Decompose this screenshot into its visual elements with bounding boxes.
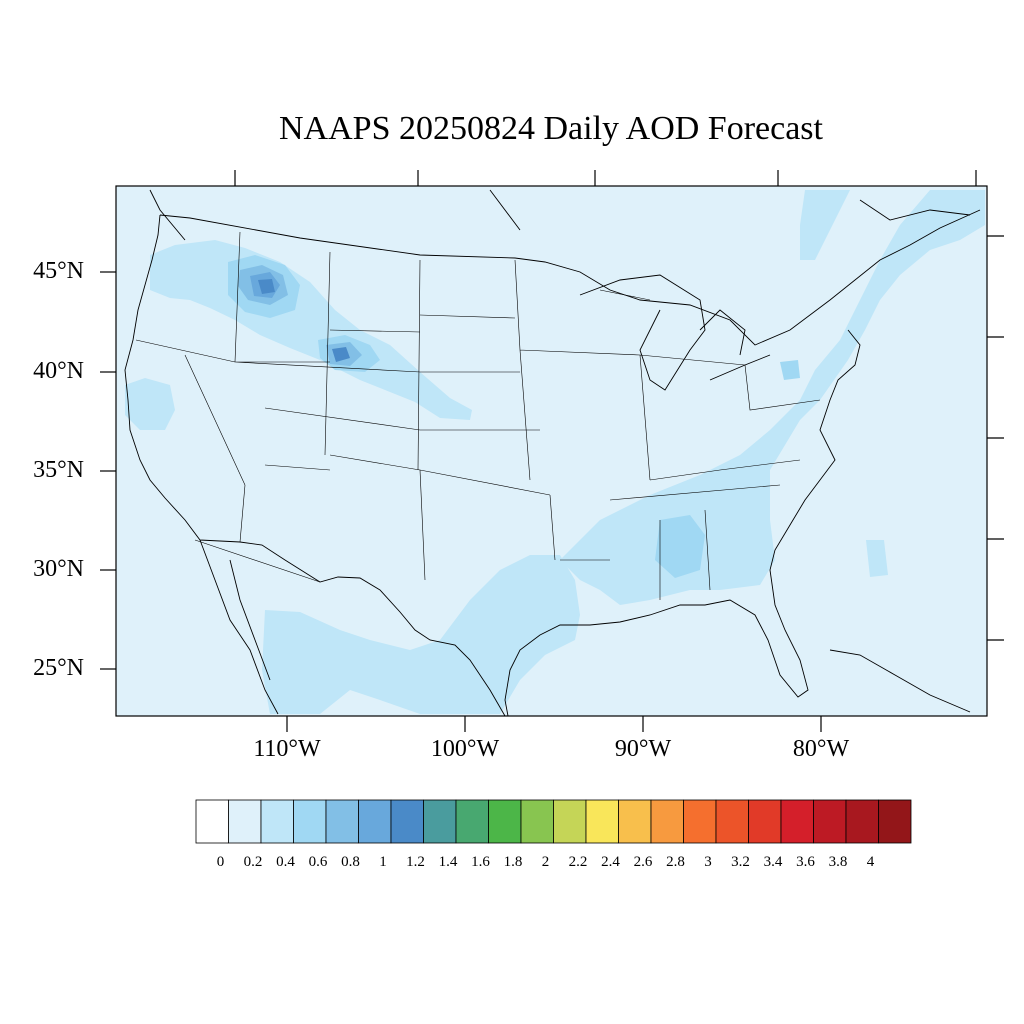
colorbar-swatch [715, 799, 749, 844]
colorbar-swatch [845, 799, 879, 844]
colorbar-tick-label: 1.8 [503, 854, 523, 870]
aod-core-alabama [655, 515, 705, 578]
colorbar-tick-label: 2 [541, 854, 550, 870]
canada-coast [149, 189, 971, 241]
colorbar-swatch [293, 799, 327, 844]
colorbar-swatch [390, 799, 424, 844]
lat-label-25n: 25°N [33, 655, 84, 681]
right-ticks [987, 235, 1004, 641]
colorbar-swatch [455, 799, 489, 844]
colorbar-tick-label: 1.6 [471, 854, 490, 870]
colorbar-swatch [585, 799, 619, 844]
aod-peak-idaho-center [258, 279, 275, 294]
colorbar-tick-label: 3.2 [731, 854, 750, 870]
colorbar-tick-label: 0.6 [308, 854, 328, 870]
colorbar-swatch [813, 799, 847, 844]
lat-label-40n: 40°N [33, 358, 84, 384]
aod-plume-atlantic-north [800, 190, 850, 260]
colorbar-swatch [683, 799, 717, 844]
colorbar-tick-label: 0.8 [341, 854, 360, 870]
colorbar-swatch [325, 799, 359, 844]
colorbar [195, 799, 912, 844]
colorbar-swatch [748, 799, 782, 844]
colorbar-tick-label: 3 [704, 854, 712, 870]
lon-label-80w: 80°W [792, 736, 850, 762]
aod-plume-california [125, 378, 175, 430]
colorbar-swatch [358, 799, 392, 844]
left-ticks [100, 271, 116, 670]
lon-label-110w: 110°W [253, 736, 321, 762]
aod-plumes [125, 190, 985, 714]
colorbar-swatch [488, 799, 522, 844]
lat-label-35n: 35°N [33, 457, 84, 483]
aod-peak-wyoming [332, 347, 350, 362]
colorbar-tick-label: 0 [216, 854, 225, 870]
aod-plume-southeast [560, 190, 985, 605]
colorbar-tick-label: 0.2 [243, 854, 263, 870]
colorbar-tick-label: 4 [866, 854, 875, 870]
colorbar-swatch [618, 799, 652, 844]
colorbar-swatch [228, 799, 262, 844]
aod-core-pennsylvania [780, 360, 800, 380]
lon-label-90w: 90°W [614, 736, 672, 762]
colorbar-tick-label: 3.4 [763, 854, 783, 870]
great-lakes [579, 274, 771, 391]
colorbar-swatch [195, 799, 229, 844]
bottom-ticks [286, 716, 822, 732]
top-ticks [234, 170, 977, 186]
lat-label-30n: 30°N [33, 556, 84, 582]
colorbar-swatch [878, 799, 912, 844]
map-frame [115, 185, 988, 717]
colorbar-tick-label: 1 [379, 854, 387, 870]
lat-label-45n: 45°N [33, 258, 84, 284]
lon-label-100w: 100°W [430, 736, 500, 762]
colorbar-swatch [553, 799, 587, 844]
colorbar-tick-label: 2.6 [633, 854, 653, 870]
cuba-coast [829, 649, 971, 713]
coastlines-and-borders [124, 189, 981, 717]
colorbar-tick-label: 3.6 [796, 854, 815, 870]
mexico-coast [199, 539, 279, 715]
colorbar-swatch [423, 799, 457, 844]
colorbar-tick-label: 2.2 [568, 854, 588, 870]
aod-plume-texas-mexico [262, 555, 580, 714]
colorbar-tick-label: 1.2 [406, 854, 425, 870]
colorbar-tick-label: 2.4 [601, 854, 620, 870]
colorbar-swatch [780, 799, 814, 844]
state-borders [135, 231, 821, 600]
us-outline [124, 209, 981, 717]
map-title: NAAPS 20250824 Daily AOD Forecast [279, 110, 823, 147]
colorbar-swatch [260, 799, 294, 844]
colorbar-swatch [650, 799, 684, 844]
colorbar-tick-label: 2.8 [666, 854, 685, 870]
colorbar-swatch [520, 799, 554, 844]
colorbar-tick-label: 3.8 [828, 854, 848, 870]
aod-plume-atlantic-south [866, 540, 888, 577]
colorbar-tick-label: 0.4 [276, 854, 295, 870]
colorbar-tick-label: 1.4 [438, 854, 458, 870]
